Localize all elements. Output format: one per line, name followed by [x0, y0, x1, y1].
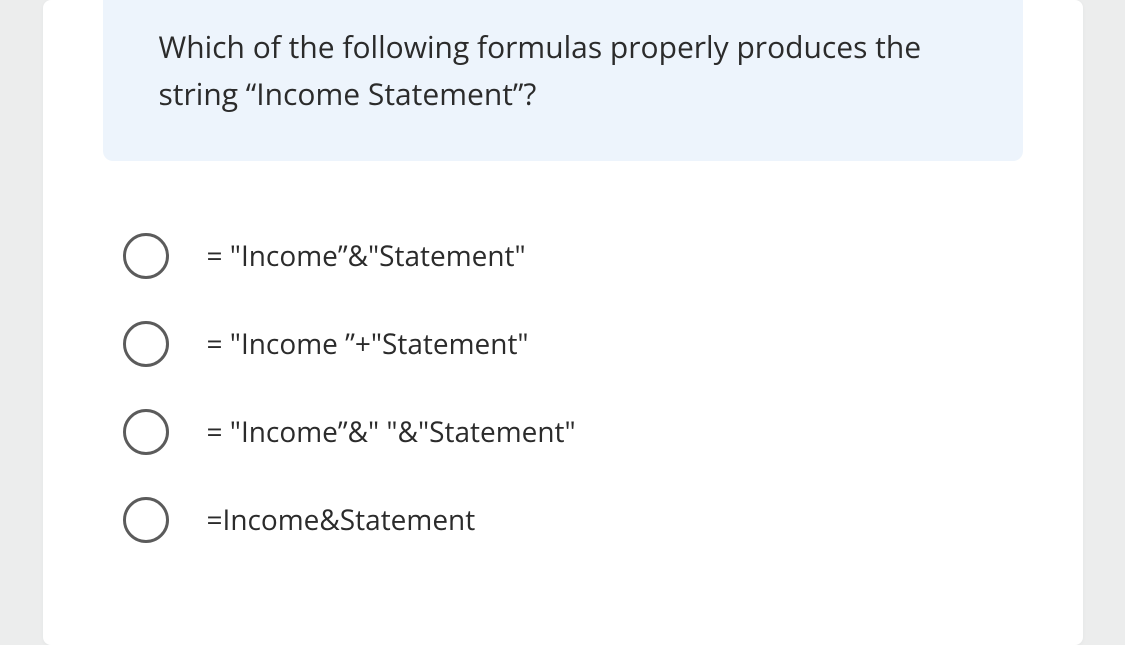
page-background: Which of the following formulas properly… [0, 0, 1125, 645]
radio-icon[interactable] [123, 321, 169, 367]
option-label: = "Income”&" "&"Statement" [207, 413, 576, 451]
radio-icon[interactable] [123, 497, 169, 543]
option-row[interactable]: = "Income ”+"Statement" [123, 321, 1083, 367]
question-box: Which of the following formulas properly… [103, 0, 1023, 161]
quiz-card: Which of the following formulas properly… [43, 0, 1083, 645]
option-label: = "Income”&"Statement" [207, 237, 526, 275]
option-row[interactable]: =Income&Statement [123, 497, 1083, 543]
option-row[interactable]: = "Income”&"Statement" [123, 233, 1083, 279]
option-label: =Income&Statement [207, 501, 476, 539]
option-row[interactable]: = "Income”&" "&"Statement" [123, 409, 1083, 455]
radio-icon[interactable] [123, 409, 169, 455]
question-text: Which of the following formulas properly… [159, 24, 967, 117]
options-list: = "Income”&"Statement" = "Income ”+"Stat… [123, 233, 1083, 543]
radio-icon[interactable] [123, 233, 169, 279]
option-label: = "Income ”+"Statement" [207, 325, 529, 363]
